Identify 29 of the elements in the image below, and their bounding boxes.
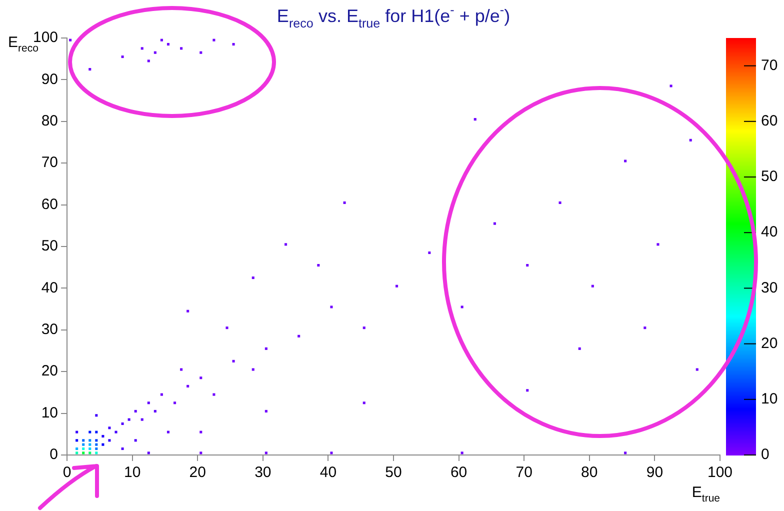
x-tick-label: 50 (385, 464, 402, 482)
y-tick-label: 20 (41, 362, 58, 380)
y-tick-label: 0 (50, 446, 58, 464)
y-tick-label: 30 (41, 321, 58, 338)
x-tick-label: 60 (450, 464, 468, 482)
color-bar-label: 20 (761, 334, 778, 352)
color-bar-label: 30 (761, 279, 778, 296)
y-tick-label: 70 (41, 154, 58, 172)
y-tick-label: 40 (41, 279, 58, 296)
color-bar-label: 70 (761, 56, 778, 74)
x-tick-label: 20 (189, 464, 206, 482)
y-tick-label: 80 (41, 112, 58, 130)
color-bar-label: 60 (761, 112, 778, 130)
color-bar-label: 50 (761, 168, 778, 186)
color-bar-label: 10 (761, 390, 778, 408)
x-tick-label: 0 (62, 464, 72, 482)
y-tick-label: 10 (41, 404, 58, 422)
x-tick-label: 70 (516, 464, 532, 482)
color-bar-label: 40 (761, 224, 778, 241)
y-tick-label: 50 (41, 238, 58, 255)
x-tick-label: 80 (581, 464, 598, 482)
color-bar-label: 0 (761, 446, 770, 464)
x-tick-label: 90 (646, 464, 664, 482)
x-tick-label: 40 (320, 464, 337, 482)
x-tick-label: 10 (124, 464, 141, 482)
x-tick-label: 30 (254, 464, 272, 482)
y-tick-label: 60 (41, 196, 58, 213)
x-tick-label: 100 (707, 464, 733, 482)
y-tick-label: 90 (41, 70, 58, 88)
